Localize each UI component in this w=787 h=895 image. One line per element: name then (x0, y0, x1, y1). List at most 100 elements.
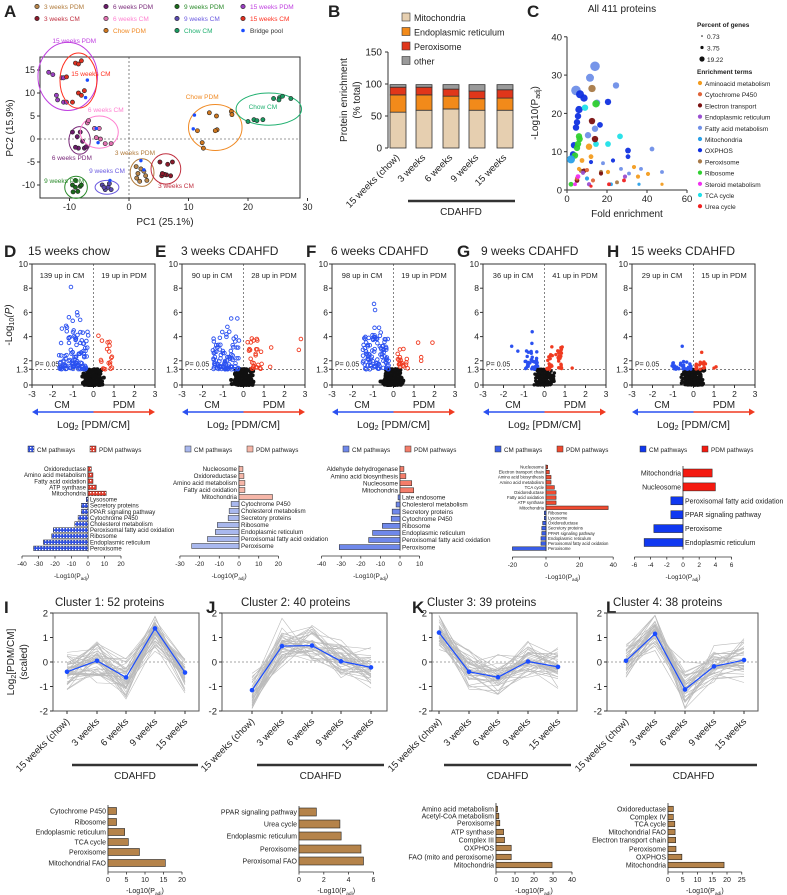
term-label: PPAR signaling pathway (221, 810, 298, 817)
stacked-bar-segment (415, 109, 433, 149)
bridge-pool-point (96, 140, 100, 145)
group-label: CDAHFD (300, 771, 342, 782)
significant-point (216, 366, 221, 372)
tick-label: 1 (412, 389, 417, 399)
label-subscript: 2 (225, 423, 229, 432)
tick-label: 4 (323, 332, 328, 342)
significant-point (216, 342, 221, 348)
tick-label: -40 (317, 561, 327, 568)
nonsignificant-point (546, 373, 551, 378)
enrichment-point (605, 141, 611, 147)
tick-label: 15 (25, 65, 35, 75)
legend-swatch-pdm (701, 445, 709, 453)
significant-point (678, 363, 683, 367)
axis-label: -Log10(Padj) (666, 574, 701, 582)
enrichment-point (607, 182, 611, 187)
legend-label: Mitochondria (705, 137, 743, 144)
pathway-label: Cholesterol metabolism (402, 502, 468, 509)
stacked-bar-segment (468, 109, 486, 149)
significant-point (217, 359, 222, 364)
legend-label: PDM pathways (711, 447, 753, 454)
sample-point (79, 92, 84, 98)
category-label: 6 weeks (99, 716, 132, 749)
legend-label: PDM pathways (414, 447, 456, 454)
group-ellipse (150, 153, 182, 185)
significant-point (64, 328, 69, 334)
tick-label: 0 (212, 658, 217, 669)
enrichment-point (584, 132, 592, 139)
cm-pathway-bar (372, 530, 401, 536)
significant-point (558, 366, 562, 370)
significant-point (712, 366, 716, 370)
pdm-pathway-bar (399, 473, 407, 479)
tick-label: 10 (169, 259, 179, 269)
legend-label: 9 weeks PDM (184, 4, 224, 11)
tick-label: 20 (602, 194, 613, 205)
nonsignificant-point (687, 382, 692, 387)
cm-pathway-bar (86, 497, 89, 502)
sample-point (170, 159, 175, 165)
significant-point (226, 354, 231, 360)
significant-point (671, 365, 676, 369)
pdm-pathway-bar (87, 490, 107, 496)
enrichment-bar (667, 853, 683, 861)
enrichment-bar (298, 844, 362, 854)
enrichment-point (660, 170, 664, 174)
stacked-bar-segment (389, 111, 407, 149)
enrichment-bar (107, 859, 166, 867)
axis-label: -Log10(Padj) (54, 573, 89, 581)
tick-label: 6 (323, 307, 328, 317)
tick-label: -20 (508, 562, 518, 569)
tick-label: 10 (619, 259, 629, 269)
nonsignificant-point (696, 371, 701, 376)
significant-point (361, 342, 366, 348)
significant-point (231, 344, 236, 350)
nonsignificant-point (393, 368, 398, 373)
panel-letter: H (607, 242, 619, 261)
panel-letter: E (155, 242, 166, 261)
tick-label: 2 (43, 609, 48, 620)
enrichment-point (617, 133, 623, 140)
enrichment-point (590, 178, 596, 183)
enrichment-point (598, 171, 604, 176)
tick-label: -1 (69, 389, 77, 399)
legend-label: Peroxisome (705, 159, 740, 166)
sample-point (133, 164, 139, 169)
stacked-bar-segment (496, 89, 514, 99)
axis-label: -Log10(Padj) (686, 888, 724, 895)
bridge-pool-point (139, 158, 143, 163)
y-axis-label: (% total) (352, 81, 363, 118)
cm-pathway-bar (653, 524, 684, 533)
enrichment-bar (107, 848, 140, 856)
cluster-mean-point (525, 659, 531, 664)
cm-pathway-bar (670, 496, 684, 506)
term-label: Ribosome (74, 820, 106, 827)
category-label: 3 weeks (396, 152, 429, 185)
tick-label: 10 (511, 877, 519, 884)
significant-point (547, 355, 551, 359)
tick-label: 1 (563, 389, 568, 399)
significant-point (258, 349, 264, 355)
nonsignificant-point (533, 376, 538, 380)
pathway-label: PPAR signaling pathway (685, 512, 762, 519)
significant-point (251, 364, 256, 370)
legend-swatch-cm (342, 445, 350, 453)
tick-label: -2 (199, 389, 207, 399)
significant-point (85, 333, 91, 338)
panel-title: Cluster 1: 52 proteins (55, 597, 165, 609)
threshold-label: P= 0.05 (335, 361, 359, 368)
significant-point (530, 341, 534, 346)
significant-point (70, 329, 76, 335)
tick-label: 2 (732, 389, 737, 399)
legend-label: Electron transport (705, 103, 756, 110)
tick-label: -2 (664, 562, 670, 569)
tick-label: 0 (542, 389, 547, 399)
significant-point (525, 363, 530, 368)
significant-point (235, 365, 241, 371)
cluster-mean-point (466, 669, 472, 675)
enrichment-point (573, 182, 577, 187)
tick-label: 0 (86, 561, 90, 568)
significant-point (222, 350, 227, 356)
significant-point (268, 345, 274, 350)
tick-label: 0 (173, 380, 178, 390)
